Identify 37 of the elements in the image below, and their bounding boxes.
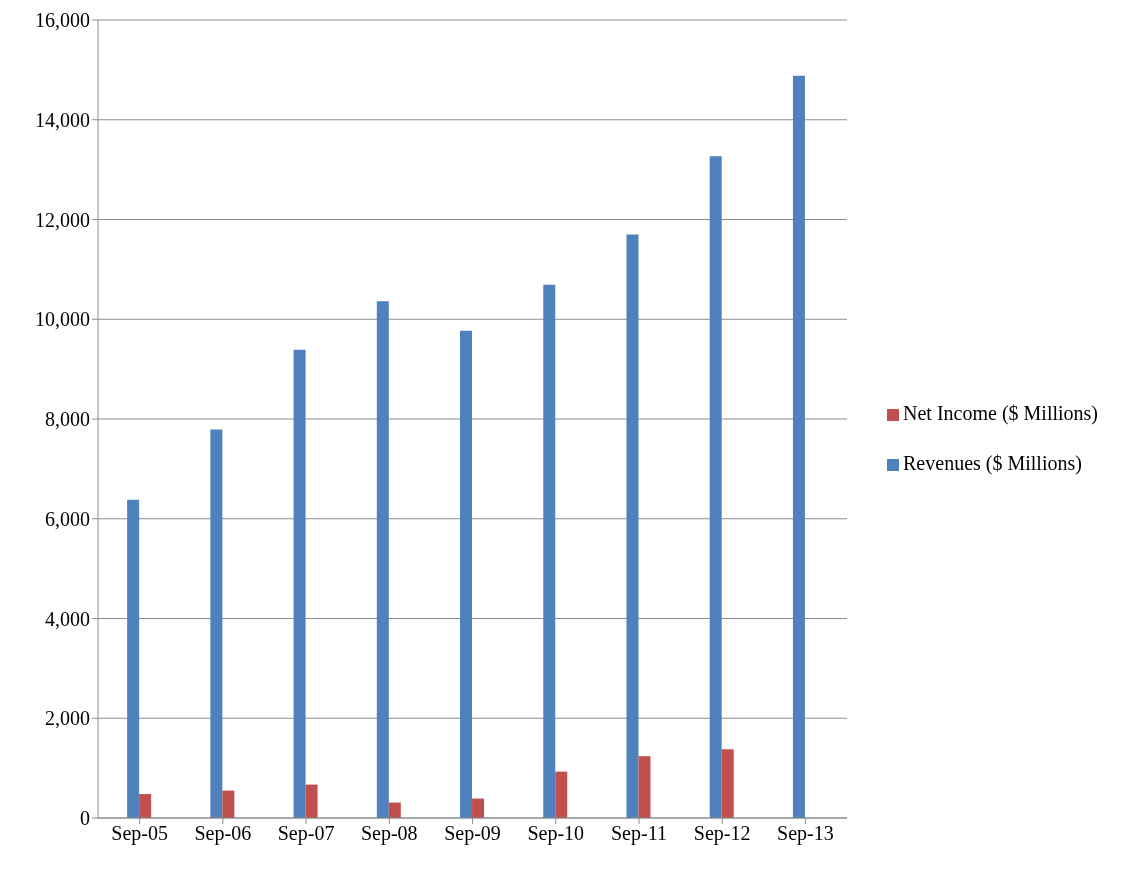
bar	[388, 802, 401, 818]
bar	[721, 749, 734, 818]
bar	[626, 234, 639, 818]
bar	[222, 790, 235, 818]
bar	[460, 330, 473, 818]
x-tick-label: Sep-12	[693, 822, 751, 846]
bar	[543, 284, 556, 818]
y-tick-label: 12,000	[35, 208, 90, 231]
y-tick-label: 4,000	[45, 607, 90, 630]
bar	[305, 784, 318, 818]
bar	[376, 301, 389, 818]
bar	[472, 798, 485, 818]
bar	[127, 499, 140, 818]
x-tick-label: Sep-05	[111, 822, 168, 846]
bar	[792, 75, 805, 818]
y-tick-label: 14,000	[35, 108, 90, 131]
bar	[709, 156, 722, 818]
y-tick-label: 8,000	[45, 408, 90, 431]
x-tick-label: Sep-06	[194, 822, 252, 846]
bar	[638, 756, 651, 818]
bar	[139, 794, 152, 818]
legend-label: Net Income ($ Millions)	[903, 402, 1098, 424]
x-tick-label: Sep-13	[777, 822, 834, 846]
bar	[555, 771, 568, 818]
x-tick-label: Sep-09	[444, 822, 501, 846]
y-tick-label: 0	[80, 807, 90, 830]
bar	[293, 349, 306, 818]
x-tick-label: Sep-10	[527, 822, 585, 846]
y-tick-label: 6,000	[45, 507, 90, 530]
x-tick-label: Sep-11	[611, 822, 667, 846]
x-tick-label: Sep-07	[277, 822, 335, 846]
y-tick-label: 10,000	[35, 308, 90, 331]
x-tick-label: Sep-08	[360, 822, 418, 846]
y-tick-label: 16,000	[35, 9, 90, 32]
legend-label: Revenues ($ Millions)	[903, 452, 1082, 474]
bar	[210, 429, 223, 818]
y-tick-label: 2,000	[45, 707, 90, 730]
